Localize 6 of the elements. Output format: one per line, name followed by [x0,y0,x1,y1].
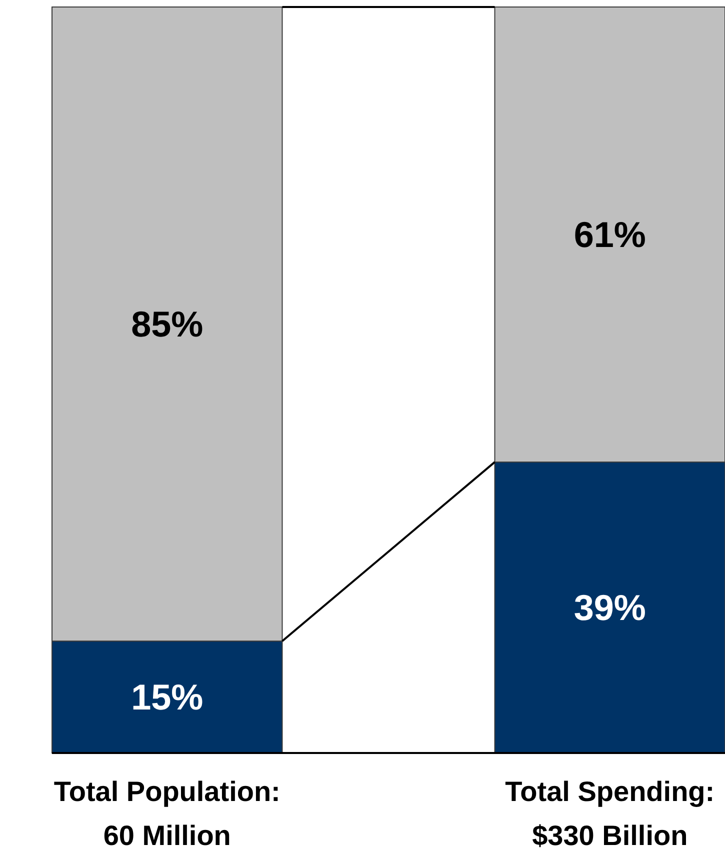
data-label: 15% [131,676,204,718]
x-tick-label: Total Spending: $330 Billion [505,776,715,851]
data-label: 39% [574,587,646,628]
data-label: 85% [131,304,204,345]
x-tick-label: Total Population: 60 Million [54,776,280,851]
data-label: 61% [574,214,646,256]
